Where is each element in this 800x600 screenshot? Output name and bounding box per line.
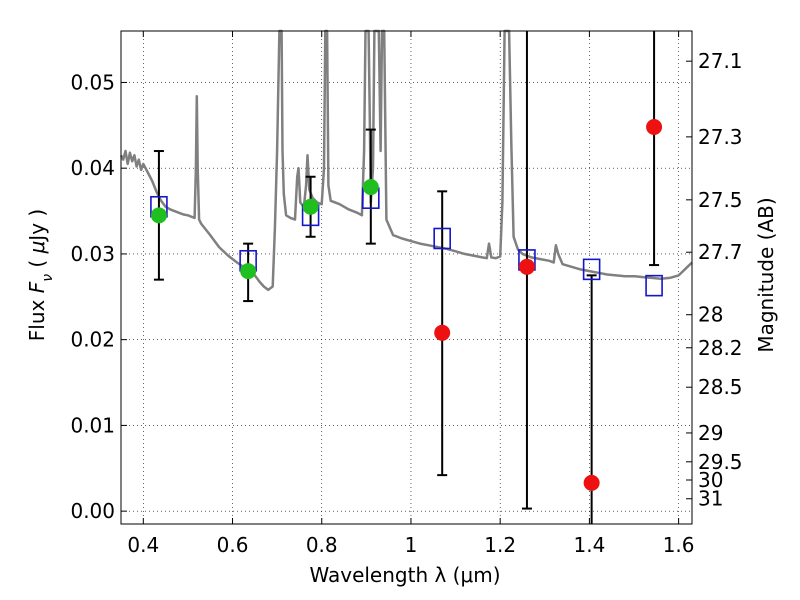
x-tick-label: 1.4 — [573, 533, 605, 557]
data-markers — [150, 119, 663, 491]
y-tick-label: 0.01 — [70, 413, 115, 437]
y-tick-label: 0.04 — [70, 156, 115, 180]
sed-line — [119, 29, 693, 292]
magnitude-tick-label: 29.5 — [698, 450, 743, 474]
magnitude-tick-label: 31 — [698, 487, 723, 511]
magnitude-tick-label: 27.1 — [698, 49, 743, 73]
model-photometry-square — [645, 274, 663, 297]
grid-lines — [121, 31, 692, 524]
detection-point — [302, 198, 319, 215]
magnitude-tick-label: 27.7 — [698, 240, 743, 264]
detection-point — [362, 179, 379, 196]
x-tick-label: 0.6 — [217, 533, 249, 557]
low-significance-point — [583, 474, 600, 491]
y-axis-label: Flux Fν ( μJy ) — [25, 209, 56, 341]
detection-point — [240, 263, 257, 280]
low-significance-point — [434, 324, 451, 341]
magnitude-tick-label: 28.2 — [698, 336, 743, 360]
y-tick-label: 0.03 — [70, 242, 115, 266]
model-photometry-square — [433, 227, 451, 250]
detection-point — [150, 207, 167, 224]
plot-frame — [120, 30, 693, 525]
magnitude-tick-label: 29 — [698, 421, 723, 445]
x-tick-label: 0.8 — [306, 533, 338, 557]
low-significance-point — [518, 258, 535, 275]
x-axis-label: Wavelength λ (μm) — [309, 563, 500, 587]
low-significance-point — [646, 119, 663, 136]
magnitude-tick-label: 28.5 — [698, 375, 743, 399]
y-tick-label: 0.00 — [70, 499, 115, 523]
x-tick-label: 1.2 — [484, 533, 516, 557]
x-tick-label: 1 — [405, 533, 418, 557]
magnitude-tick-label: 28 — [698, 303, 723, 327]
y-tick-label: 0.05 — [70, 70, 115, 94]
magnitude-tick-label: 27.3 — [698, 125, 743, 149]
axis-ticks: 0.4 0.6 0.8 1 1.2 1.4 1.6 0.00 0.01 0.02 0.03 0.04 0… — [70, 31, 743, 557]
x-tick-label: 1.6 — [663, 533, 695, 557]
magnitude-tick-label: 27.5 — [698, 188, 743, 212]
model-sed-curve — [119, 29, 693, 292]
magnitude-axis-label: Magnitude (AB) — [754, 197, 778, 352]
model-photometry-square — [582, 258, 601, 281]
magnitude-tick-label: 30 — [698, 468, 723, 492]
x-tick-label: 0.4 — [127, 533, 159, 557]
y-tick-label: 0.02 — [70, 328, 115, 352]
